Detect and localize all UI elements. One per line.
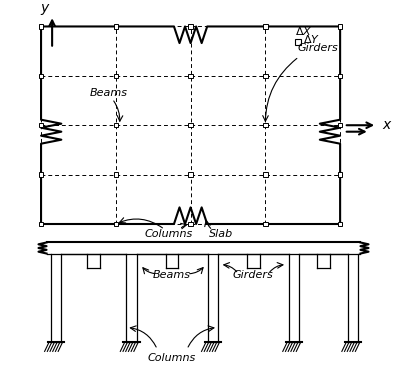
Bar [39, 173, 43, 177]
Bar [338, 173, 342, 177]
Bar [188, 123, 193, 127]
Bar [39, 24, 43, 29]
Text: Columns: Columns [144, 229, 192, 239]
Bar [114, 173, 118, 177]
Polygon shape [46, 242, 360, 254]
Bar [338, 24, 342, 29]
Bar [114, 123, 118, 127]
Bar [114, 24, 118, 29]
Bar [188, 173, 193, 177]
Bar [188, 74, 193, 78]
Text: Girders: Girders [233, 269, 274, 279]
Bar [263, 123, 268, 127]
Bar [39, 222, 43, 226]
Bar [188, 222, 193, 226]
Text: $\Delta X$: $\Delta X$ [295, 25, 313, 37]
Bar [338, 123, 342, 127]
Text: $\Delta Y$: $\Delta Y$ [303, 33, 320, 45]
Bar [263, 74, 268, 78]
Bar [295, 39, 301, 44]
Bar [338, 222, 342, 226]
Bar [263, 24, 268, 29]
Bar [114, 74, 118, 78]
Bar [263, 222, 268, 226]
Text: Columns: Columns [148, 353, 196, 362]
Text: Girders: Girders [297, 43, 338, 53]
Bar [188, 24, 193, 29]
Bar [39, 74, 43, 78]
Polygon shape [41, 27, 340, 224]
Bar [39, 123, 43, 127]
Bar [338, 74, 342, 78]
Text: Slab: Slab [209, 229, 233, 239]
Text: Beams: Beams [90, 88, 128, 98]
Text: x: x [382, 118, 391, 132]
Text: y: y [41, 2, 49, 15]
Bar [114, 222, 118, 226]
Bar [263, 173, 268, 177]
Text: Beams: Beams [153, 269, 191, 279]
